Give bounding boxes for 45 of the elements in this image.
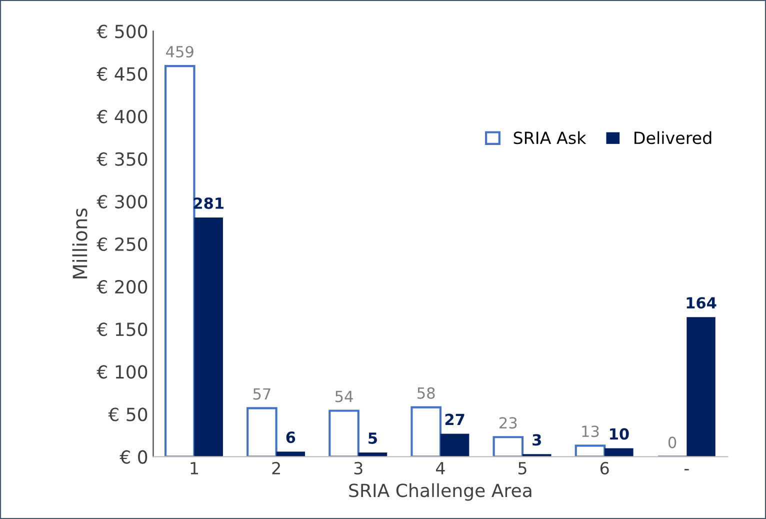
data-label: 23 [500,417,517,429]
data-label: 0 [668,436,676,448]
bar [686,317,716,457]
bar [604,448,634,457]
x-tick-label: 3 [354,462,362,474]
x-tick-label: 1 [190,462,198,474]
x-tick-label: 5 [518,462,526,474]
bar [440,434,470,457]
y-tick-label: € 150 [96,322,148,336]
data-label: 6 [286,432,296,444]
bar [492,436,524,457]
y-tick-label: € 0 [120,450,148,464]
data-label: 27 [445,414,464,426]
y-tick-label: € 400 [96,110,148,124]
y-axis-title: Millions [72,208,88,278]
data-label: 13 [582,426,599,438]
legend-label: SRIA Ask [514,131,586,144]
legend-label: Delivered [634,131,712,144]
data-label: 3 [532,434,541,446]
bar [164,64,196,457]
x-axis-title: SRIA Challenge Area [349,483,532,501]
data-label: 54 [335,390,353,402]
bar [574,444,606,457]
y-tick-label: € 350 [96,152,148,166]
bar [194,218,223,457]
y-tick-label: € 300 [96,194,148,208]
bar [328,410,360,457]
data-label: 5 [368,432,377,444]
y-tick-label: € 250 [96,237,148,252]
data-label: 58 [418,387,435,399]
x-tick-label: 6 [600,462,609,474]
x-tick-label: 4 [436,462,445,474]
bar [246,407,278,457]
data-label: 164 [686,297,716,309]
x-tick-label: 2 [272,462,280,474]
y-tick-label: € 450 [96,67,148,81]
data-label: 10 [610,428,629,440]
y-tick-label: € 200 [96,280,148,294]
data-label: 57 [253,388,270,400]
data-label: 459 [166,46,194,58]
x-tick-label: - [684,469,689,470]
y-tick-label: € 500 [96,24,148,38]
bar [410,406,442,457]
y-tick-label: € 50 [108,408,148,422]
y-tick-label: € 100 [96,365,148,379]
